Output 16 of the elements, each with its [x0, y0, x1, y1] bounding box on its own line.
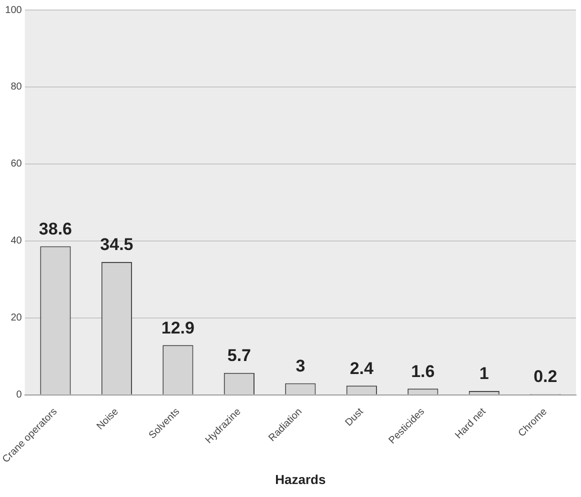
y-tick-label: 100: [5, 4, 22, 16]
data-label: 34.5: [100, 235, 134, 254]
y-tick-label: 40: [10, 236, 22, 247]
y-tick-label: 80: [10, 82, 22, 93]
data-label: 12.9: [161, 318, 194, 338]
y-tick-label: 0: [16, 390, 22, 401]
y-tick-label: 20: [10, 312, 22, 324]
x-axis-title: Hazards: [275, 472, 326, 487]
data-label: 3: [296, 356, 306, 376]
data-label: 5.7: [227, 346, 252, 366]
y-tick-label: 60: [10, 158, 22, 170]
data-label: 1: [479, 364, 489, 384]
data-label: 2.4: [350, 358, 374, 378]
data-label: 38.6: [38, 219, 72, 238]
data-label: 1.6: [411, 362, 435, 381]
data-label: 0.2: [534, 367, 558, 386]
